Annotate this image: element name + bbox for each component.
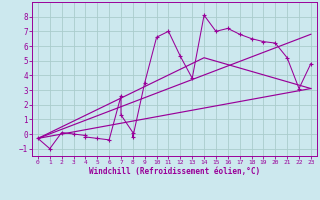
- X-axis label: Windchill (Refroidissement éolien,°C): Windchill (Refroidissement éolien,°C): [89, 167, 260, 176]
